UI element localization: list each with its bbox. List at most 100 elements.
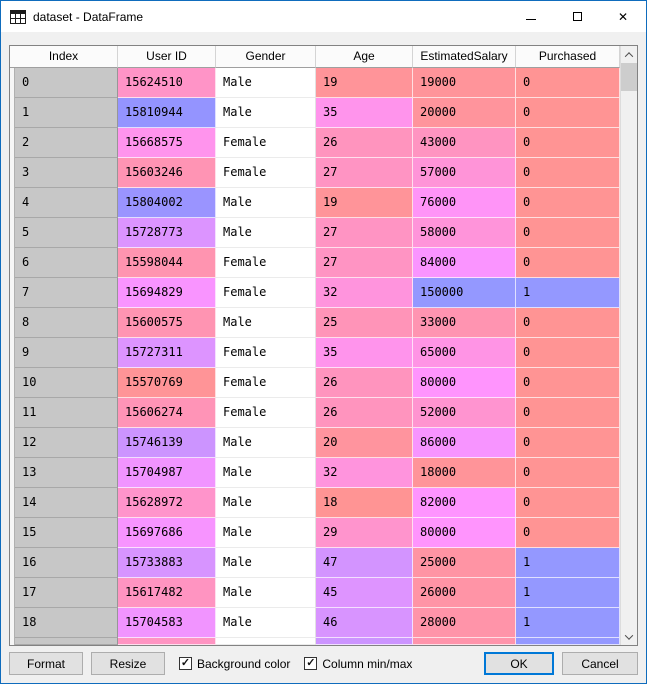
purchased-cell[interactable]: 0 [516, 218, 620, 248]
age-cell[interactable]: 27 [316, 248, 413, 278]
gender-cell[interactable]: Male [216, 488, 316, 518]
column-header-age[interactable]: Age [316, 46, 413, 68]
salary-cell[interactable]: 33000 [413, 308, 516, 338]
column-header-purchased[interactable]: Purchased [516, 46, 620, 68]
age-cell[interactable]: 47 [316, 548, 413, 578]
salary-cell[interactable]: 25000 [413, 548, 516, 578]
purchased-cell[interactable]: 0 [516, 158, 620, 188]
index-cell[interactable]: 6 [15, 248, 118, 278]
gender-cell[interactable]: Male [216, 188, 316, 218]
cancel-button[interactable]: Cancel [562, 652, 638, 675]
purchased-cell[interactable]: 1 [516, 608, 620, 638]
userid-cell[interactable]: 15628972 [118, 488, 216, 518]
format-button[interactable]: Format [9, 652, 83, 675]
salary-cell[interactable]: 76000 [413, 188, 516, 218]
salary-cell[interactable]: 65000 [413, 338, 516, 368]
userid-cell[interactable]: 15668575 [118, 128, 216, 158]
userid-cell[interactable]: 15804002 [118, 188, 216, 218]
index-cell[interactable]: 14 [15, 488, 118, 518]
age-cell[interactable]: 26 [316, 128, 413, 158]
salary-cell[interactable]: 57000 [413, 158, 516, 188]
ok-button[interactable]: OK [484, 652, 554, 675]
scroll-up-button[interactable] [621, 46, 637, 63]
age-cell[interactable]: 20 [316, 428, 413, 458]
userid-cell[interactable]: 15694829 [118, 278, 216, 308]
gender-cell[interactable]: Male [216, 98, 316, 128]
gender-cell[interactable]: Male [216, 428, 316, 458]
userid-cell[interactable]: 15704583 [118, 608, 216, 638]
index-cell[interactable]: 10 [15, 368, 118, 398]
age-cell[interactable]: 26 [316, 398, 413, 428]
scroll-down-button[interactable] [621, 628, 637, 645]
maximize-button[interactable] [554, 1, 600, 32]
purchased-cell[interactable]: 0 [516, 188, 620, 218]
age-cell[interactable]: 19 [316, 188, 413, 218]
salary-cell[interactable]: 86000 [413, 428, 516, 458]
age-cell[interactable]: 32 [316, 458, 413, 488]
background-color-checkbox[interactable]: ✓ Background color [179, 657, 290, 671]
age-cell[interactable]: 18 [316, 488, 413, 518]
userid-cell[interactable]: 15570769 [118, 368, 216, 398]
index-cell[interactable]: 12 [15, 428, 118, 458]
index-cell[interactable]: 3 [15, 158, 118, 188]
purchased-cell[interactable]: 0 [516, 368, 620, 398]
purchased-cell[interactable]: 0 [516, 458, 620, 488]
age-cell[interactable]: 27 [316, 158, 413, 188]
purchased-cell[interactable]: 0 [516, 308, 620, 338]
index-cell[interactable]: 1 [15, 98, 118, 128]
index-cell[interactable]: 15 [15, 518, 118, 548]
userid-cell[interactable]: 15624510 [118, 68, 216, 98]
gender-cell[interactable]: Female [216, 368, 316, 398]
index-cell[interactable]: 17 [15, 578, 118, 608]
gender-cell[interactable]: Male [216, 68, 316, 98]
gender-cell[interactable]: Male [216, 458, 316, 488]
purchased-cell[interactable]: 0 [516, 338, 620, 368]
gender-cell[interactable]: Male [216, 518, 316, 548]
gender-cell[interactable]: Female [216, 338, 316, 368]
age-cell[interactable]: 32 [316, 278, 413, 308]
userid-cell[interactable]: 15810944 [118, 98, 216, 128]
purchased-cell[interactable]: 0 [516, 98, 620, 128]
resize-button[interactable]: Resize [91, 652, 165, 675]
salary-cell[interactable]: 26000 [413, 578, 516, 608]
salary-cell[interactable]: 19000 [413, 68, 516, 98]
column-header-index[interactable]: Index [10, 46, 118, 68]
userid-cell[interactable]: 15697686 [118, 518, 216, 548]
salary-cell[interactable]: 20000 [413, 98, 516, 128]
purchased-cell[interactable]: 1 [516, 578, 620, 608]
purchased-cell[interactable]: 1 [516, 548, 620, 578]
purchased-cell[interactable]: 1 [516, 278, 620, 308]
age-cell[interactable]: 27 [316, 218, 413, 248]
userid-cell[interactable]: 15746139 [118, 428, 216, 458]
purchased-cell[interactable]: 0 [516, 68, 620, 98]
gender-cell[interactable]: Male [216, 218, 316, 248]
index-cell[interactable]: 13 [15, 458, 118, 488]
purchased-cell[interactable]: 0 [516, 248, 620, 278]
column-header-estimatedsalary[interactable]: EstimatedSalary [413, 46, 516, 68]
vertical-scrollbar[interactable] [620, 46, 637, 645]
index-cell[interactable]: 8 [15, 308, 118, 338]
gender-cell[interactable]: Female [216, 158, 316, 188]
age-cell[interactable]: 46 [316, 608, 413, 638]
userid-cell[interactable]: 15704987 [118, 458, 216, 488]
salary-cell[interactable]: 80000 [413, 518, 516, 548]
purchased-cell[interactable]: 0 [516, 398, 620, 428]
gender-cell[interactable]: Female [216, 278, 316, 308]
salary-cell[interactable]: 84000 [413, 248, 516, 278]
age-cell[interactable]: 35 [316, 98, 413, 128]
index-cell[interactable]: 5 [15, 218, 118, 248]
index-cell[interactable]: 4 [15, 188, 118, 218]
gender-cell[interactable]: Female [216, 128, 316, 158]
gender-cell[interactable]: Female [216, 248, 316, 278]
column-minmax-checkbox[interactable]: ✓ Column min/max [304, 657, 412, 671]
index-cell[interactable]: 2 [15, 128, 118, 158]
purchased-cell[interactable]: 0 [516, 428, 620, 458]
age-cell[interactable]: 29 [316, 518, 413, 548]
salary-cell[interactable]: 52000 [413, 398, 516, 428]
index-cell[interactable]: 11 [15, 398, 118, 428]
index-cell[interactable]: 18 [15, 608, 118, 638]
salary-cell[interactable]: 28000 [413, 608, 516, 638]
salary-cell[interactable]: 43000 [413, 128, 516, 158]
userid-cell[interactable]: 15727311 [118, 338, 216, 368]
userid-cell[interactable]: 15617482 [118, 578, 216, 608]
